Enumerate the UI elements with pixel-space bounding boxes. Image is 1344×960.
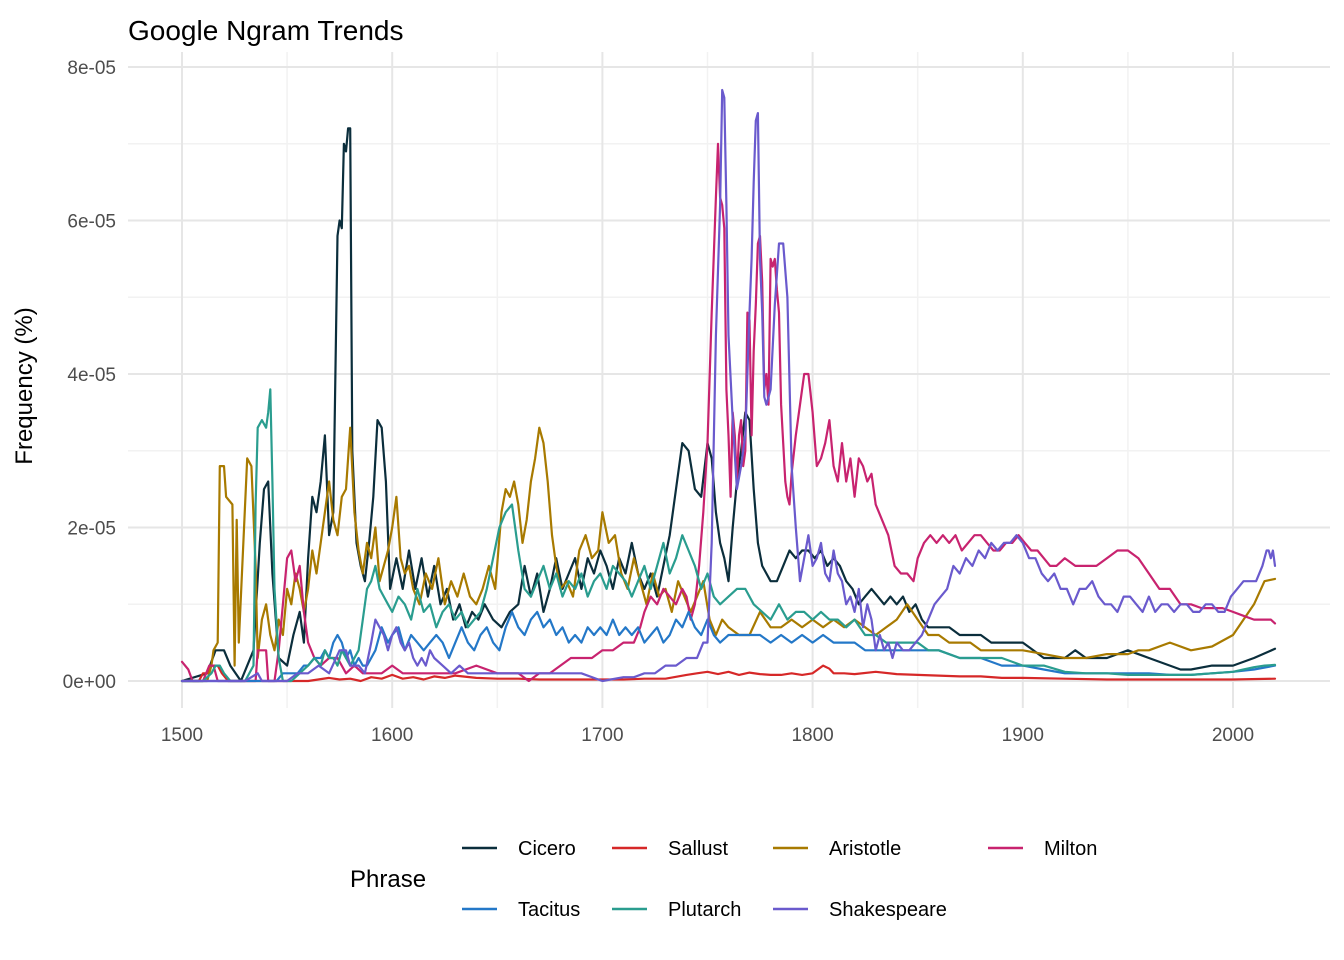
legend-label-cicero: Cicero (518, 838, 576, 860)
y-axis-tick-labels: 0e+00 2e-05 4e-05 6e-05 8e-05 (63, 58, 116, 693)
gridlines (128, 52, 1330, 708)
legend-label-shakespeare: Shakespeare (829, 899, 947, 921)
legend: Phrase Cicero Sallust Aristotle Milton Tacit… (350, 838, 1097, 921)
y-tick-label: 4e-05 (67, 365, 116, 386)
series-line-tacitus (180, 610, 1277, 683)
y-tick-label: 6e-05 (67, 212, 116, 233)
x-tick-label: 1800 (791, 725, 833, 746)
chart-title: Google Ngram Trends (128, 15, 403, 46)
legend-label-milton: Milton (1044, 838, 1097, 860)
x-tick-label: 1500 (161, 725, 203, 746)
legend-title: Phrase (350, 866, 426, 893)
y-tick-label: 2e-05 (67, 519, 116, 540)
series-lines (180, 88, 1277, 683)
legend-label-tacitus: Tacitus (518, 899, 580, 921)
series-line-sallust (180, 664, 1277, 683)
legend-label-sallust: Sallust (668, 838, 728, 860)
series-line-plutarch (180, 388, 1277, 683)
x-tick-label: 1900 (1002, 725, 1044, 746)
series-line-shakespeare (180, 88, 1277, 683)
y-axis-label: Frequency (%) (11, 307, 38, 464)
x-tick-label: 1700 (581, 725, 623, 746)
series-line-cicero (180, 127, 1277, 683)
y-tick-label: 0e+00 (63, 672, 116, 693)
x-axis-tick-labels: 1500 1600 1700 1800 1900 2000 (161, 725, 1254, 746)
legend-label-plutarch: Plutarch (668, 899, 741, 921)
series-line-milton (180, 142, 1277, 683)
legend-label-aristotle: Aristotle (829, 838, 901, 860)
x-tick-label: 1600 (371, 725, 413, 746)
y-tick-label: 8e-05 (67, 58, 116, 79)
x-tick-label: 2000 (1212, 725, 1254, 746)
